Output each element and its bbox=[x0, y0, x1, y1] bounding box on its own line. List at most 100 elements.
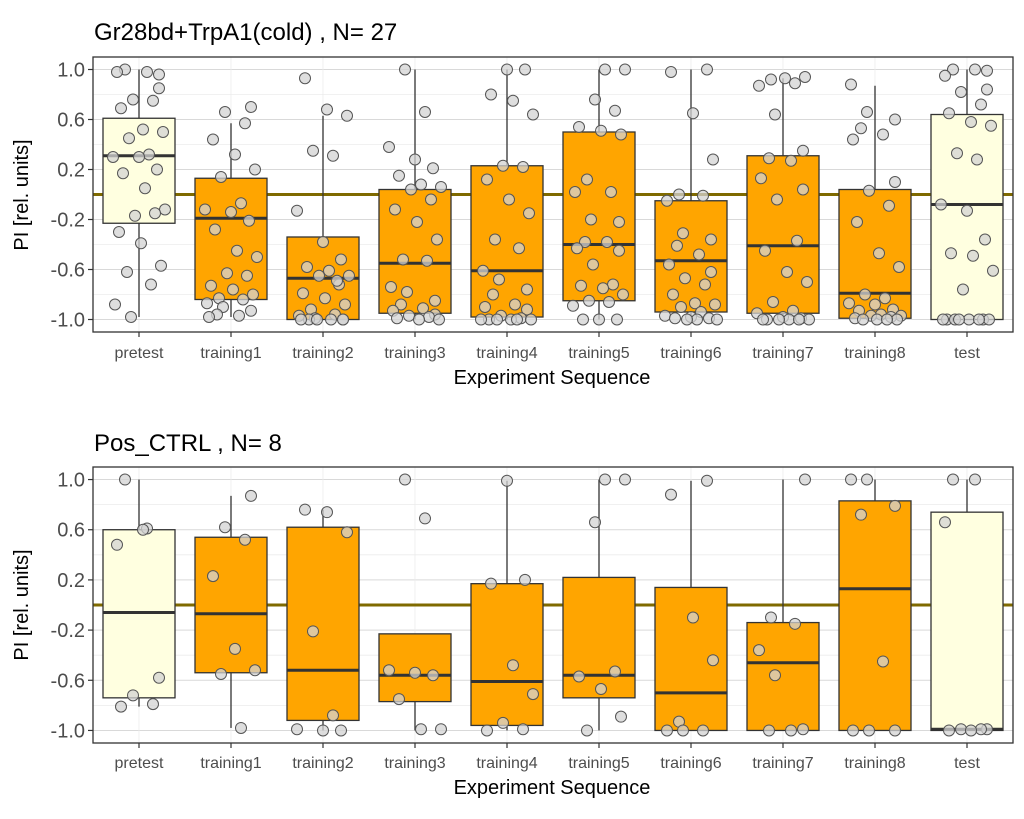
data-point bbox=[755, 172, 767, 185]
plot-panel-1: -1.0 -0.6 -0.2 0.2 0.6 1.0 pretest training1 tra… bbox=[51, 56, 1014, 362]
data-point bbox=[953, 313, 965, 326]
data-point bbox=[411, 216, 423, 228]
data-point bbox=[987, 264, 999, 277]
data-point bbox=[225, 206, 237, 218]
data-point bbox=[797, 144, 809, 157]
data-point bbox=[597, 282, 609, 295]
data-point bbox=[477, 264, 489, 277]
data-point bbox=[299, 503, 311, 516]
data-point bbox=[613, 216, 625, 228]
x-tick-label: training7 bbox=[752, 755, 813, 772]
data-point bbox=[981, 83, 993, 96]
data-point bbox=[763, 724, 775, 737]
box-body bbox=[930, 511, 1004, 732]
data-point bbox=[789, 617, 801, 630]
panel-border bbox=[92, 466, 1014, 744]
data-point bbox=[219, 521, 231, 534]
x-tick-label: pretest bbox=[115, 345, 164, 362]
data-point bbox=[799, 71, 811, 83]
data-point bbox=[955, 86, 967, 98]
data-point bbox=[595, 124, 607, 137]
data-point bbox=[409, 666, 421, 679]
data-point bbox=[429, 294, 441, 307]
x-tick-label: training5 bbox=[568, 345, 629, 362]
data-point bbox=[975, 98, 987, 111]
data-point bbox=[675, 301, 687, 313]
box-body bbox=[654, 200, 728, 313]
data-point bbox=[701, 474, 713, 487]
data-point bbox=[497, 716, 509, 729]
box-pretest bbox=[102, 69, 176, 317]
data-point bbox=[619, 63, 631, 76]
data-point bbox=[397, 253, 409, 266]
x-tick-label: training6 bbox=[660, 345, 721, 362]
data-point bbox=[581, 173, 593, 186]
data-point bbox=[159, 203, 171, 216]
y-tick-label: 0.2 bbox=[57, 570, 85, 592]
data-point bbox=[589, 93, 601, 106]
data-point bbox=[235, 721, 247, 734]
data-point bbox=[137, 523, 149, 536]
data-point bbox=[475, 313, 487, 326]
data-point bbox=[707, 153, 719, 166]
data-point bbox=[673, 188, 685, 201]
data-point bbox=[603, 296, 615, 308]
data-point bbox=[601, 236, 613, 248]
chart-title-2: Pos_CTRL , N= 8 bbox=[94, 430, 282, 457]
data-point bbox=[753, 79, 765, 92]
data-point bbox=[705, 266, 717, 278]
x-tick-label: training1 bbox=[200, 345, 261, 362]
y-tick-label: 0.6 bbox=[57, 110, 85, 132]
data-point bbox=[147, 94, 159, 107]
data-point bbox=[135, 237, 147, 250]
y-tick-label: 0.2 bbox=[57, 160, 85, 182]
data-point bbox=[107, 151, 119, 163]
y-tick-label: -1.0 bbox=[51, 310, 85, 332]
data-point bbox=[979, 233, 991, 246]
box-training7 bbox=[746, 479, 820, 732]
data-point bbox=[671, 239, 683, 252]
data-point bbox=[763, 152, 775, 165]
data-point bbox=[569, 186, 581, 198]
data-point bbox=[145, 278, 157, 291]
data-point bbox=[421, 254, 433, 267]
data-point bbox=[497, 159, 509, 172]
data-point bbox=[573, 121, 585, 133]
y-tick-label: -0.6 bbox=[51, 260, 85, 282]
data-point bbox=[203, 311, 215, 323]
data-point bbox=[877, 128, 889, 141]
data-point bbox=[701, 63, 713, 76]
data-point bbox=[779, 72, 791, 85]
data-point bbox=[215, 668, 227, 680]
data-point bbox=[697, 724, 709, 737]
data-point bbox=[971, 153, 983, 166]
y-tick-label: -0.2 bbox=[51, 620, 85, 642]
data-point bbox=[479, 301, 491, 313]
data-point bbox=[767, 296, 779, 308]
x-tick-label: training2 bbox=[292, 345, 353, 362]
data-point bbox=[247, 288, 259, 301]
data-point bbox=[385, 281, 397, 293]
data-point bbox=[527, 108, 539, 121]
data-point bbox=[245, 489, 257, 502]
data-point bbox=[615, 710, 627, 723]
y-axis-label-1: PI [rel. units] bbox=[11, 139, 33, 250]
box-body bbox=[838, 500, 912, 732]
data-point bbox=[147, 698, 159, 711]
x-tick-label: training2 bbox=[292, 755, 353, 772]
box-body bbox=[562, 131, 636, 302]
data-point bbox=[659, 309, 671, 322]
data-point bbox=[383, 141, 395, 153]
data-point bbox=[661, 194, 673, 207]
data-point bbox=[403, 309, 415, 322]
data-point bbox=[611, 313, 623, 326]
data-point bbox=[119, 473, 131, 486]
data-point bbox=[665, 488, 677, 501]
data-point bbox=[573, 670, 585, 683]
data-point bbox=[341, 526, 353, 539]
box-training8 bbox=[838, 479, 912, 732]
data-point bbox=[321, 103, 333, 116]
data-point bbox=[137, 123, 149, 136]
data-point bbox=[785, 154, 797, 167]
box-training1 bbox=[194, 495, 268, 728]
